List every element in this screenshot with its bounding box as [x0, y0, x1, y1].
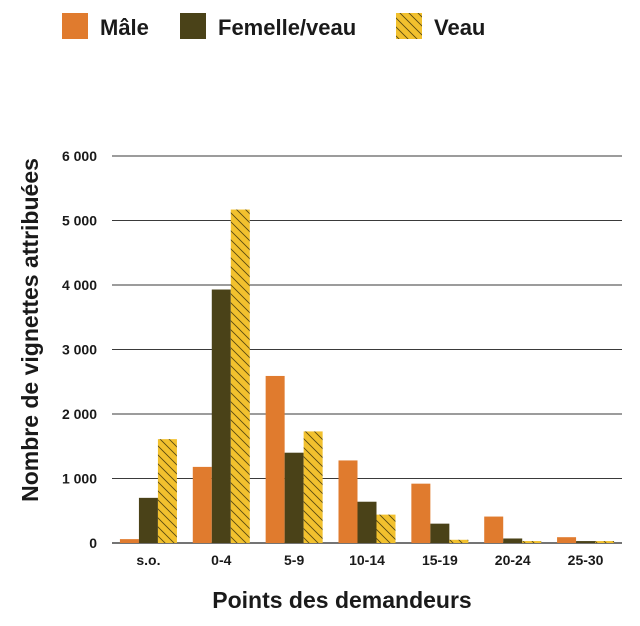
- bar: [338, 460, 358, 543]
- y-axis-title: Nombre de vignettes attribuées: [17, 158, 43, 502]
- bar: [449, 539, 469, 543]
- bar: [484, 516, 504, 543]
- legend-label: Femelle/veau: [218, 15, 356, 40]
- y-tick-label: 1 000: [62, 471, 97, 487]
- y-tick-label: 6 000: [62, 148, 97, 164]
- bar: [192, 466, 212, 543]
- bar: [522, 541, 542, 543]
- bar: [157, 439, 177, 543]
- bar: [557, 537, 577, 543]
- bar: [411, 483, 431, 543]
- bar: [265, 375, 285, 543]
- bar: [576, 541, 596, 543]
- x-tick-label: s.o.: [136, 552, 160, 568]
- y-tick-label: 2 000: [62, 406, 97, 422]
- bar: [119, 539, 139, 543]
- y-tick-labels: 0 1 000 2 000 3 000 4 000 5 000 6 000: [62, 148, 97, 551]
- legend-label: Veau: [434, 15, 485, 40]
- legend-swatch: [62, 13, 88, 39]
- y-tick-label: 0: [89, 535, 97, 551]
- x-tick-label: 15-19: [422, 552, 458, 568]
- gridlines: [112, 155, 622, 544]
- bar: [503, 538, 523, 543]
- y-tick-label: 3 000: [62, 342, 97, 358]
- bar: [303, 431, 323, 543]
- bar: [357, 501, 377, 543]
- x-axis-title: Points des demandeurs: [212, 587, 471, 613]
- y-tick-label: 4 000: [62, 277, 97, 293]
- bar: [595, 541, 615, 543]
- bar: [376, 514, 396, 543]
- x-tick-labels: s.o. 0-4 5-9 10-14 15-19 20-24 25-30: [136, 552, 603, 568]
- x-tick-label: 5-9: [284, 552, 304, 568]
- x-tick-label: 20-24: [495, 552, 531, 568]
- bar: [284, 452, 304, 543]
- legend: Mâle Femelle/veau Veau: [62, 13, 485, 40]
- bar: [430, 523, 450, 543]
- x-tick-label: 25-30: [568, 552, 604, 568]
- bars: [119, 209, 615, 543]
- bar: [230, 209, 250, 543]
- y-tick-label: 5 000: [62, 213, 97, 229]
- bar: [138, 497, 158, 543]
- legend-swatch: [180, 13, 206, 39]
- x-tick-label: 0-4: [211, 552, 231, 568]
- legend-swatch: [396, 13, 422, 39]
- bar: [211, 289, 231, 543]
- x-tick-label: 10-14: [349, 552, 385, 568]
- legend-label: Mâle: [100, 15, 149, 40]
